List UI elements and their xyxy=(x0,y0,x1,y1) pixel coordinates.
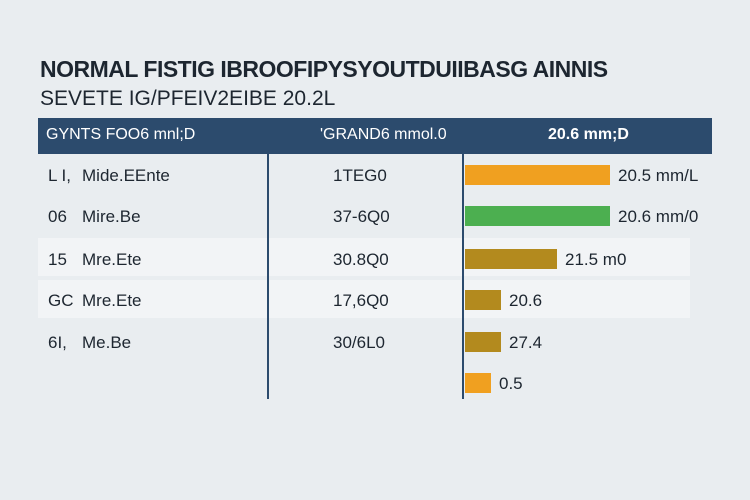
code: 15 xyxy=(48,250,67,269)
bar xyxy=(465,332,501,352)
name: Mre.Ete xyxy=(82,291,142,310)
name: Mre.Ete xyxy=(82,250,142,269)
value: 1TEG0 xyxy=(333,166,387,185)
bar-label: 20.5 mm/L xyxy=(618,166,699,185)
bar xyxy=(465,165,610,185)
value: 30.8Q0 xyxy=(333,250,389,269)
column-header: 20.6 mm;D xyxy=(548,126,629,143)
bar xyxy=(465,373,491,393)
column-header: GYNTS FOO6 mnl;D xyxy=(46,126,196,143)
bar xyxy=(465,206,610,226)
column-header: 'GRAND6 mmol.0 xyxy=(320,126,447,143)
bar xyxy=(465,249,557,269)
bar-label: 20.6 xyxy=(509,291,543,310)
code: GC xyxy=(48,291,74,310)
row-stripe xyxy=(38,280,690,318)
column-divider xyxy=(462,153,464,399)
name: Mire.Be xyxy=(82,207,141,226)
code: 6I, xyxy=(48,333,67,352)
table-header: GYNTS FOO6 mnl;D 'GRAND6 mmol.0 20.6 mm;… xyxy=(38,118,712,154)
subtitle: SEVETE IG/PFEIV2EIBE 20.2L xyxy=(40,87,336,110)
value: 17,6Q0 xyxy=(333,291,389,310)
name: Mide.EEnte xyxy=(82,166,170,185)
name: Me.Be xyxy=(82,333,132,352)
bar-label: 20.6 mm/0 xyxy=(618,207,699,226)
code: L I, xyxy=(48,166,71,185)
code: 06 xyxy=(48,207,67,226)
bar-label: 0.5 xyxy=(499,374,523,393)
column-divider xyxy=(267,153,269,399)
value: 30/6L0 xyxy=(333,333,385,352)
value: 37-6Q0 xyxy=(333,207,390,226)
bar-label: 27.4 xyxy=(509,333,543,352)
row-stripe xyxy=(38,238,690,276)
bar-label: 21.5 m0 xyxy=(565,250,627,269)
title: NORMAL FISTIG IBROOFIPYSYOUTDUIIBASG AIN… xyxy=(40,56,608,82)
bar xyxy=(465,290,501,310)
